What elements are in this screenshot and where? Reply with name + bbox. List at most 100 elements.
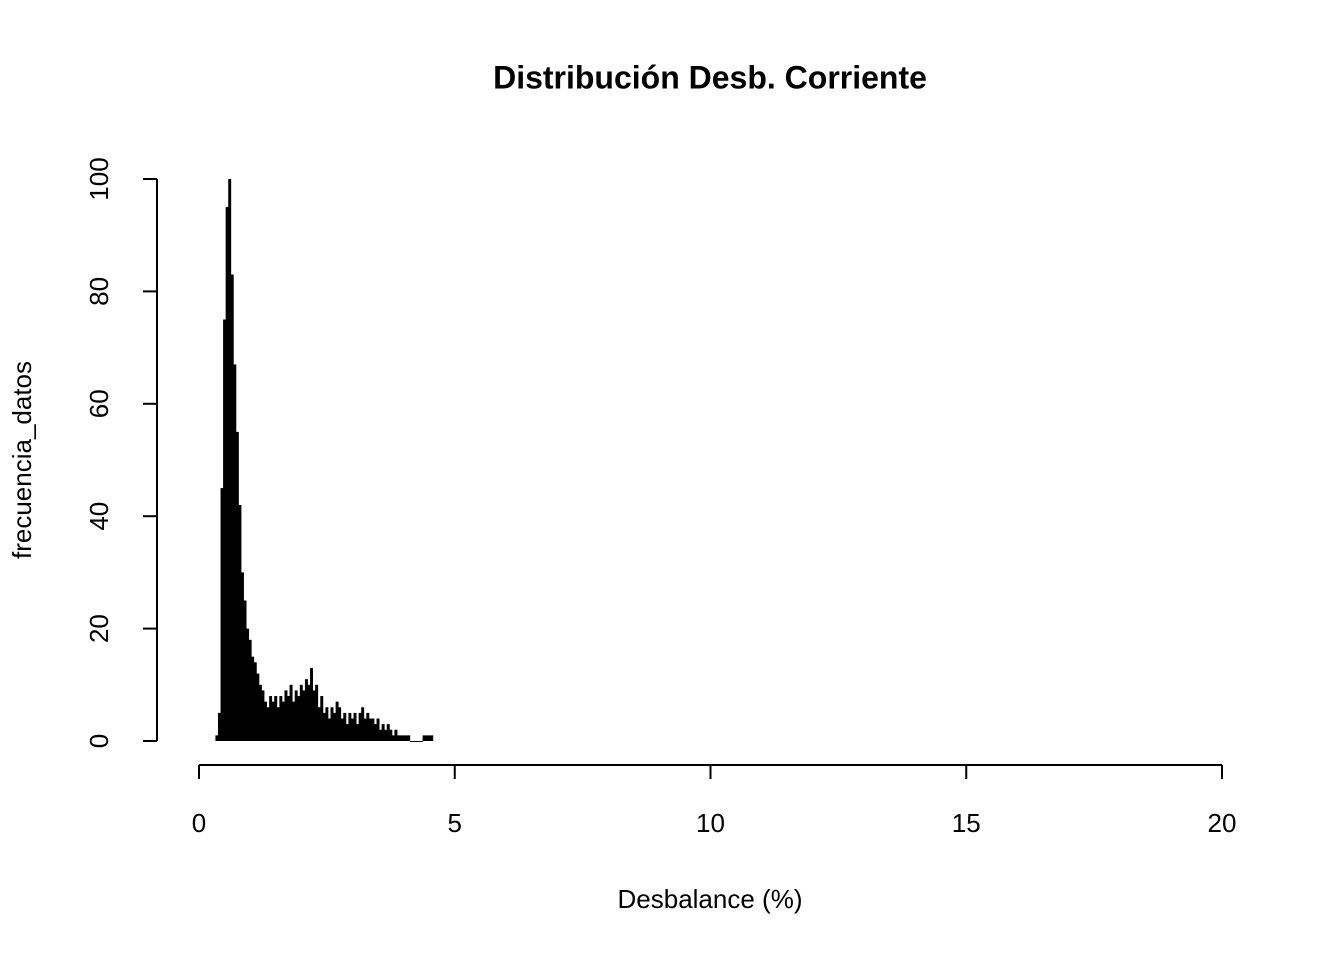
bar [271, 701, 275, 741]
bar [276, 707, 280, 741]
bar [327, 718, 331, 741]
bar [235, 431, 239, 741]
bar [407, 735, 411, 741]
bar [420, 741, 423, 742]
bar [353, 712, 357, 741]
bar [343, 712, 347, 741]
bar [233, 364, 237, 741]
bar [240, 572, 244, 741]
bar [248, 639, 252, 741]
bar [371, 718, 375, 741]
x-tick-label: 15 [952, 808, 981, 838]
bar [274, 696, 278, 741]
bar [246, 628, 250, 741]
bar [220, 488, 224, 741]
y-tick-label: 100 [84, 157, 114, 200]
bar [356, 724, 360, 741]
x-tick-label: 0 [192, 808, 206, 838]
bar [312, 690, 316, 741]
y-tick-label: 80 [84, 277, 114, 306]
bar [238, 504, 242, 741]
bar [389, 729, 393, 741]
bar [281, 701, 285, 741]
bar [338, 707, 342, 741]
bar [264, 701, 267, 741]
bar [322, 712, 326, 741]
bar [253, 662, 257, 741]
bar [299, 684, 303, 741]
bar [256, 673, 260, 741]
bar [284, 690, 288, 741]
bar [386, 724, 390, 741]
bar [261, 690, 265, 741]
bar [381, 724, 385, 741]
bar [223, 319, 227, 741]
bar [287, 696, 290, 741]
bar [225, 207, 229, 742]
bar [269, 696, 273, 741]
bar [228, 179, 232, 741]
bar [373, 724, 377, 741]
bar [363, 718, 367, 741]
y-tick-label: 0 [84, 734, 114, 748]
bar [384, 729, 388, 741]
bar [361, 707, 365, 741]
bar [422, 735, 426, 741]
bar [414, 741, 418, 742]
bar [266, 707, 270, 741]
x-tick-label: 10 [696, 808, 725, 838]
bar [333, 712, 337, 741]
bar [345, 724, 349, 741]
bar [307, 684, 311, 741]
bar [427, 735, 431, 741]
bar [325, 707, 329, 741]
bar [294, 690, 298, 741]
bar [417, 741, 421, 742]
bar [399, 735, 403, 741]
chart-title: Distribución Desb. Corriente [493, 59, 927, 95]
bar [215, 735, 219, 741]
bar [335, 701, 339, 741]
bar [376, 718, 380, 741]
bar [243, 600, 247, 741]
bar [289, 684, 293, 741]
bar [304, 679, 308, 741]
y-axis-label: frecuencia_datos [7, 361, 37, 559]
y-tick-label: 60 [84, 389, 114, 418]
bar [430, 735, 434, 741]
bar [394, 729, 398, 741]
bar [358, 712, 362, 741]
bar [397, 735, 400, 741]
bar [340, 718, 344, 741]
bar [348, 712, 352, 741]
bar [391, 735, 395, 741]
bar [297, 696, 301, 741]
bar [258, 684, 262, 741]
bar [217, 712, 221, 741]
bar [292, 701, 296, 741]
bar [379, 729, 383, 741]
bar [350, 718, 354, 741]
bar [302, 690, 306, 741]
bar [310, 667, 314, 741]
y-tick-label: 20 [84, 614, 114, 643]
bar [368, 718, 372, 741]
bar [251, 656, 255, 741]
bar [425, 735, 429, 741]
bar [409, 741, 413, 742]
x-axis-label: Desbalance (%) [618, 884, 803, 914]
bar [402, 735, 406, 741]
bar [317, 707, 321, 741]
bar [412, 741, 416, 742]
x-tick-label: 20 [1208, 808, 1237, 838]
bar [315, 684, 319, 741]
bar [404, 735, 408, 741]
bar [366, 712, 370, 741]
bar [230, 274, 234, 741]
bar [330, 707, 334, 741]
bar [320, 696, 324, 741]
bar [279, 696, 283, 741]
y-tick-label: 40 [84, 502, 114, 531]
x-tick-label: 5 [448, 808, 462, 838]
